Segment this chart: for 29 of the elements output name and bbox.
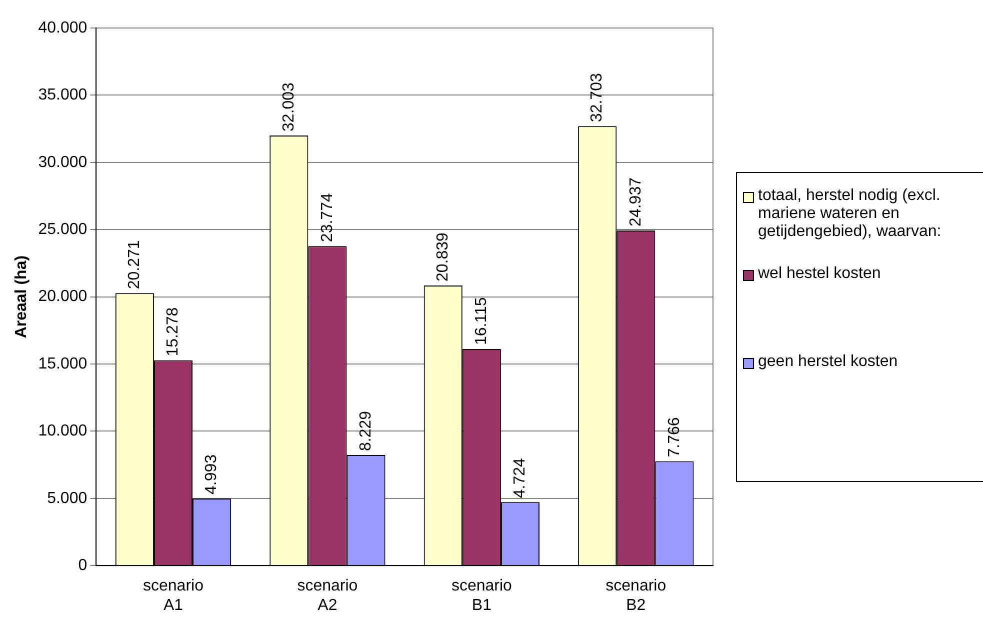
y-tick-label: 25.000 — [38, 221, 88, 238]
y-tick-label: 30.000 — [38, 154, 88, 171]
y-tick-label: 40.000 — [38, 19, 88, 36]
y-tick-label: 5.000 — [47, 490, 88, 507]
data-label: 20.271 — [126, 240, 144, 290]
x-tick-label: scenario A1 — [143, 578, 204, 614]
y-tick-label: 15.000 — [38, 355, 88, 372]
data-label: 4.724 — [512, 458, 529, 498]
x-tick-label: scenario B1 — [451, 578, 512, 614]
x-tick-label: scenario A2 — [297, 578, 358, 614]
legend-label: geen herstel kosten — [758, 353, 898, 371]
data-label: 16.115 — [473, 297, 490, 346]
y-axis-title: Areaal (ha) — [13, 255, 30, 338]
data-label: 7.766 — [666, 417, 683, 458]
data-label: 23.774 — [318, 193, 336, 242]
data-label: 24.937 — [627, 177, 644, 226]
legend-label: wel hestel kosten — [758, 265, 881, 283]
y-tick-label: 35.000 — [38, 86, 88, 104]
data-label: 15.278 — [164, 307, 182, 356]
legend-label: totaal, herstel nodig (excl. mariene wateren en getijdengebied), waarvan: — [758, 187, 942, 241]
data-label: 32.703 — [588, 73, 606, 122]
data-label: 4.993 — [203, 454, 220, 494]
y-tick-label: 10.000 — [38, 422, 88, 440]
data-label: 20.839 — [434, 232, 452, 282]
y-tick-label: 20.000 — [38, 288, 88, 306]
x-tick-label: scenario B2 — [606, 578, 666, 614]
y-tick-label: 0 — [78, 557, 88, 574]
data-label: 8.229 — [357, 410, 374, 451]
data-label: 32.003 — [280, 82, 298, 132]
